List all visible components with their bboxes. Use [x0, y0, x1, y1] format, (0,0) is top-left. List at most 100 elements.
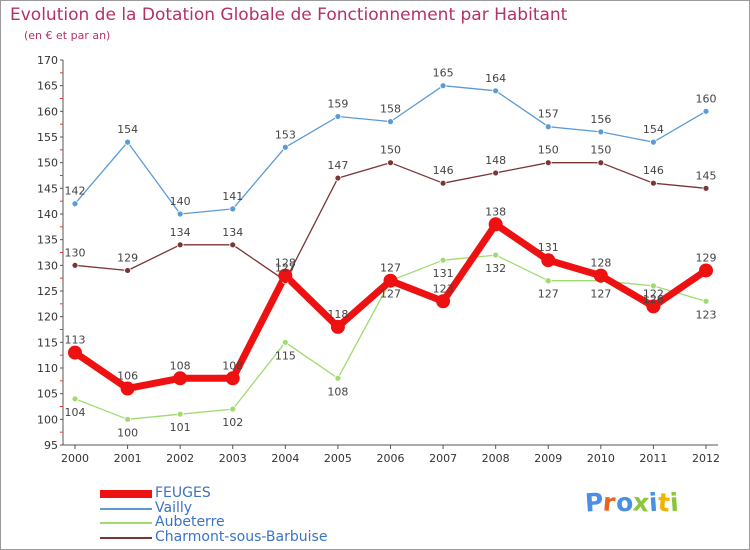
data-label-feuges: 128 [275, 257, 296, 270]
point-feuges [225, 371, 240, 386]
y-tick-label: 110 [37, 362, 58, 375]
point-aubeterre [439, 256, 447, 264]
data-label-feuges: 131 [538, 241, 559, 254]
data-label-aubeterre: 127 [380, 288, 401, 301]
point-feuges [68, 345, 82, 360]
y-tick-label: 100 [37, 413, 58, 426]
legend-swatch [100, 536, 152, 539]
x-tick-label: 2009 [534, 452, 562, 465]
data-label-aubeterre: 126 [643, 293, 664, 306]
point-vailly [71, 200, 79, 208]
y-tick-label: 125 [37, 285, 58, 298]
data-label-charmont-sous-barbuise: 134 [222, 226, 243, 239]
data-label-vailly: 154 [117, 123, 138, 136]
point-charmont-sous-barbuise [124, 267, 131, 274]
y-tick-label: 120 [37, 311, 58, 324]
data-labels: 142 154 140 141 153 159 158 165 164 157 156 154 160 1… [65, 67, 717, 440]
data-label-charmont-sous-barbuise: 127 [275, 262, 296, 275]
point-vailly [387, 118, 394, 125]
point-aubeterre [71, 395, 79, 403]
point-feuges [383, 273, 398, 288]
point-vailly [124, 138, 131, 146]
data-label-feuges: 127 [380, 262, 401, 275]
data-label-charmont-sous-barbuise: 146 [643, 164, 664, 177]
point-aubeterre [544, 277, 552, 285]
y-tick-label: 160 [37, 105, 58, 118]
data-label-feuges: 129 [696, 251, 717, 264]
axes: 95 100 105 110 115 120 125 130 135 140 145 150 155 16… [37, 54, 720, 465]
y-tick-label: 155 [37, 131, 58, 144]
data-label-feuges: 108 [222, 359, 243, 372]
point-charmont-sous-barbuise [492, 169, 500, 177]
chart-title: Evolution de la Dotation Globale de Fonc… [10, 5, 568, 25]
data-label-charmont-sous-barbuise: 148 [485, 154, 506, 167]
point-feuges [593, 268, 608, 283]
point-feuges [646, 299, 661, 314]
y-tick-label: 130 [37, 259, 58, 272]
y-tick-label: 170 [37, 54, 58, 67]
data-label-charmont-sous-barbuise: 134 [170, 226, 191, 239]
point-aubeterre [334, 374, 342, 382]
data-label-aubeterre: 102 [222, 416, 243, 429]
data-label-feuges: 108 [170, 359, 191, 372]
data-label-aubeterre: 131 [433, 267, 454, 280]
data-label-vailly: 159 [327, 97, 348, 110]
data-label-vailly: 157 [538, 108, 559, 121]
point-feuges [278, 268, 293, 283]
x-tick-label: 2007 [429, 452, 457, 465]
y-tick-label: 115 [37, 336, 58, 349]
point-feuges [173, 371, 188, 386]
data-label-vailly: 142 [65, 185, 86, 198]
point-aubeterre [702, 297, 710, 305]
data-label-charmont-sous-barbuise: 130 [65, 246, 86, 259]
x-tick-label: 2010 [587, 452, 615, 465]
point-vailly [597, 128, 605, 136]
data-label-feuges: 118 [327, 308, 348, 321]
data-label-vailly: 164 [485, 72, 506, 85]
data-label-feuges: 128 [590, 257, 611, 270]
legend-label: Vailly [155, 499, 193, 516]
point-aubeterre [281, 338, 289, 346]
point-vailly [544, 123, 552, 131]
data-label-charmont-sous-barbuise: 129 [117, 251, 138, 264]
x-tick-label: 2005 [324, 452, 352, 465]
x-tick-label: 2001 [114, 452, 142, 465]
point-aubeterre [176, 410, 184, 418]
y-tick-label: 95 [44, 439, 58, 452]
point-feuges [330, 319, 345, 334]
data-label-aubeterre: 108 [327, 385, 348, 398]
data-label-feuges: 106 [117, 370, 138, 383]
point-charmont-sous-barbuise [229, 241, 237, 249]
point-charmont-sous-barbuise [702, 184, 710, 192]
x-tick-label: 2006 [377, 452, 405, 465]
data-label-vailly: 160 [696, 92, 717, 105]
x-tick-label: 2008 [482, 452, 510, 465]
point-vailly [702, 107, 710, 115]
y-tick-label: 150 [37, 157, 58, 170]
data-label-charmont-sous-barbuise: 150 [538, 144, 559, 157]
data-label-aubeterre: 132 [485, 262, 506, 275]
point-vailly [229, 205, 237, 213]
data-label-charmont-sous-barbuise: 145 [696, 169, 717, 182]
series-points [68, 82, 713, 423]
y-tick-label: 165 [37, 80, 58, 93]
data-label-vailly: 156 [590, 113, 611, 126]
point-charmont-sous-barbuise [334, 174, 342, 182]
data-label-charmont-sous-barbuise: 150 [590, 144, 611, 157]
data-label-feuges: 138 [485, 205, 506, 218]
point-feuges [120, 381, 135, 396]
point-charmont-sous-barbuise [544, 159, 552, 167]
point-vailly [334, 113, 342, 120]
x-tick-label: 2012 [692, 452, 720, 465]
legend-swatch [100, 522, 152, 525]
data-label-vailly: 153 [275, 128, 296, 141]
point-charmont-sous-barbuise [439, 179, 447, 187]
point-vailly [176, 210, 184, 218]
data-label-vailly: 165 [433, 67, 454, 80]
data-label-aubeterre: 101 [170, 421, 191, 434]
point-feuges [699, 263, 713, 278]
legend-swatch [100, 490, 152, 499]
y-tick-label: 105 [37, 388, 58, 401]
